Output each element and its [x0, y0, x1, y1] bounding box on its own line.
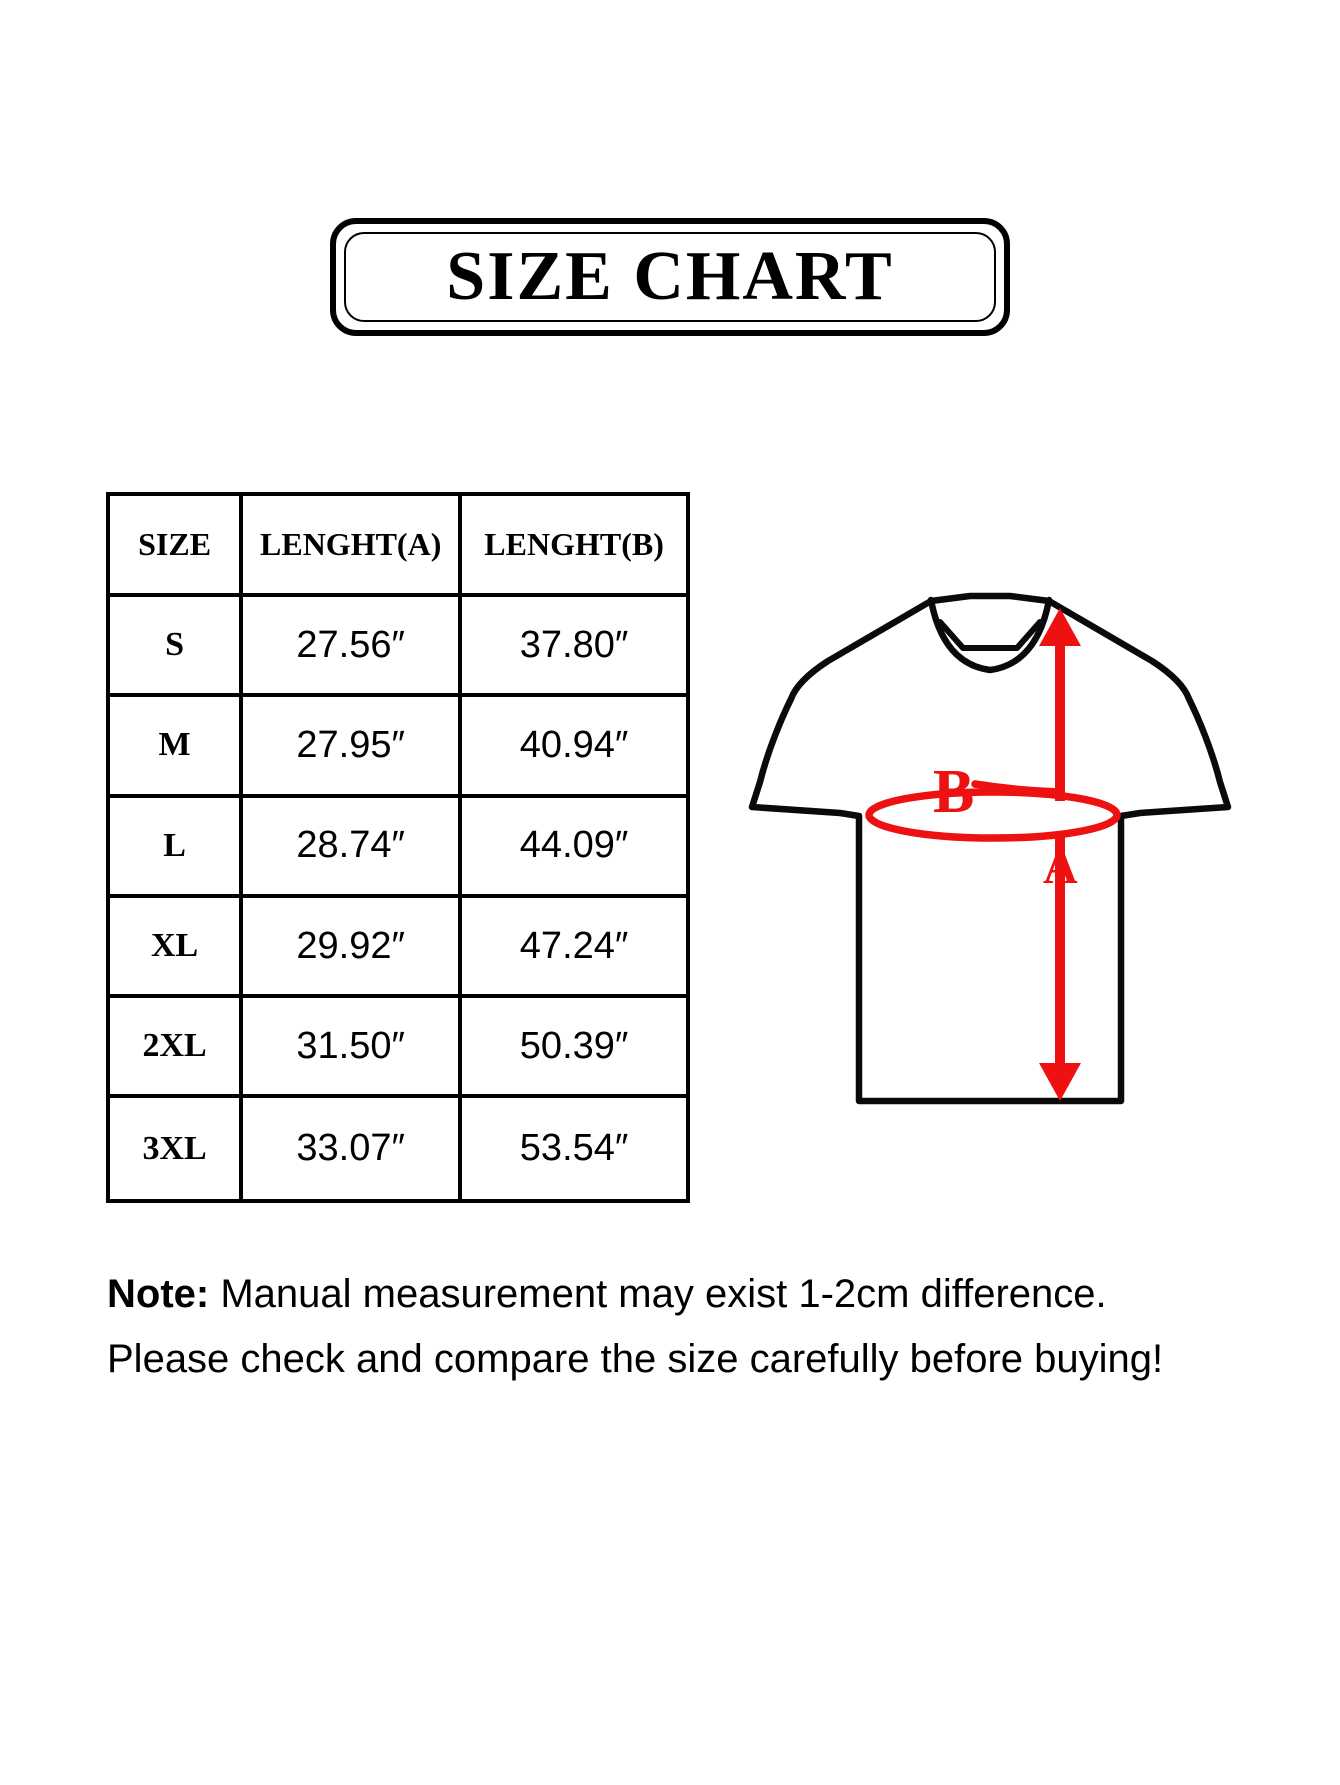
svg-text:A: A [1043, 841, 1078, 894]
svg-text:B: B [933, 758, 974, 826]
